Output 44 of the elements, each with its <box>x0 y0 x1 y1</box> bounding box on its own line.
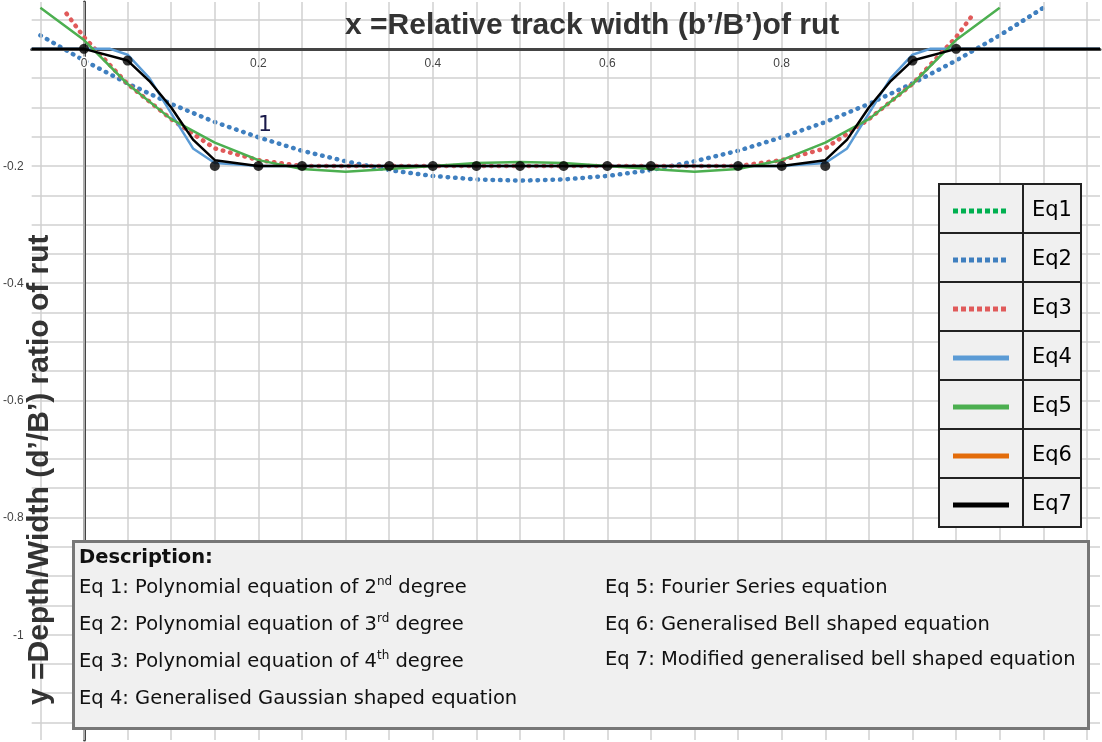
point <box>384 161 395 171</box>
legend-label: Eq7 <box>1023 478 1081 527</box>
legend-label: Eq6 <box>1023 429 1081 478</box>
point <box>558 161 569 171</box>
point <box>297 161 308 171</box>
legend-label: Eq2 <box>1023 233 1081 282</box>
point <box>427 161 438 171</box>
point <box>122 55 133 66</box>
y-tick-label: -0.2 <box>2 159 24 173</box>
point <box>776 161 787 171</box>
point <box>645 161 656 171</box>
x-tick-label: 0.2 <box>250 55 268 70</box>
x-axis-title: x =Relative track width (b’/B’)of rut <box>345 6 840 40</box>
annotation: Description: <box>79 545 214 568</box>
annotation: Eq 5: Fourier Series equation <box>604 574 889 600</box>
annotation: Eq 6: Generalised Bell shaped equation <box>604 611 991 637</box>
point <box>515 161 526 171</box>
annotation: Eq 2: Polynomial equation of 3$^{rd}$ degree <box>79 610 465 637</box>
x-tick-label: 0.4 <box>424 55 442 70</box>
x-tick-label: 0.6 <box>598 55 616 70</box>
point <box>253 161 264 171</box>
annotation: Eq 7: Modified generalised bell shaped equation <box>604 646 1077 672</box>
annotation: 1 <box>258 110 272 136</box>
point <box>820 161 831 171</box>
y-tick-label: -1 <box>13 627 24 642</box>
y-tick-label: -0.8 <box>2 510 24 525</box>
legend-label: Eq4 <box>1023 331 1081 380</box>
x-tick-label: 0 <box>80 55 88 70</box>
x-tick-label: 0.8 <box>773 55 791 70</box>
point <box>733 161 744 171</box>
point <box>209 161 220 171</box>
y-tick-label: -0.6 <box>2 393 24 408</box>
annotation: Eq 1: Polynomial equation of 2$^{nd}$ degree <box>79 573 468 600</box>
legend-label: Eq1 <box>1023 184 1081 233</box>
y-tick-label: -0.4 <box>2 276 24 291</box>
point <box>602 161 613 171</box>
annotation: Eq 4: Generalised Gaussian shaped equation <box>79 685 519 711</box>
point <box>951 43 962 54</box>
legend-label: Eq3 <box>1023 282 1081 331</box>
point <box>471 161 482 171</box>
annotation: Eq 3: Polynomial equation of 4$^{th}$ degree <box>79 647 465 674</box>
legend-label: Eq5 <box>1023 380 1081 429</box>
point <box>79 43 89 54</box>
point <box>907 55 918 66</box>
